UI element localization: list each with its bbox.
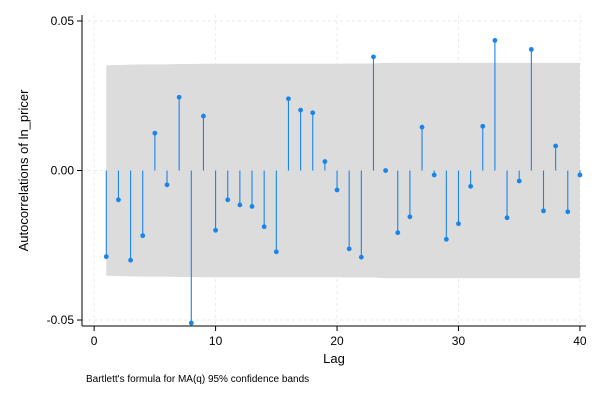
- point-lag-14: [261, 224, 267, 230]
- point-lag-20: [334, 187, 340, 193]
- point-lag-23: [371, 54, 376, 60]
- point-lag-9: [201, 113, 206, 119]
- confidence-band-area: [106, 62, 580, 279]
- x-tick-label-40: 40: [573, 334, 587, 348]
- y-tick-label-0: -0.05: [47, 313, 75, 327]
- axes: 0 10 20 30 40 -0.05 0.00 0.05: [47, 14, 587, 348]
- point-lag-13: [249, 203, 255, 209]
- point-lag-34: [504, 215, 510, 221]
- point-lag-39: [565, 209, 571, 215]
- point-lag-31: [468, 183, 474, 189]
- point-lag-22: [358, 254, 364, 260]
- point-lag-24: [383, 168, 389, 173]
- point-lag-3: [128, 257, 133, 263]
- point-lag-33: [492, 38, 498, 43]
- point-lag-26: [407, 214, 413, 220]
- x-tick-label-10: 10: [209, 334, 223, 348]
- point-lag-37: [541, 208, 546, 214]
- chart-note: Bartlett's formula for MA(q) 95% confide…: [86, 374, 309, 385]
- point-lag-15: [273, 249, 279, 255]
- y-axis-title: Autocorrelations of ln_pricer: [16, 89, 31, 252]
- point-lag-4: [140, 233, 146, 239]
- point-lag-1: [103, 254, 109, 260]
- point-lag-8: [188, 320, 194, 326]
- point-lag-32: [480, 123, 486, 129]
- point-lag-5: [152, 130, 158, 136]
- point-lag-21: [346, 246, 352, 252]
- point-lag-28: [431, 172, 437, 178]
- x-tick-label-30: 30: [452, 334, 466, 348]
- y-tick-label-2: 0.05: [51, 14, 75, 28]
- confidence-band: [106, 62, 580, 279]
- point-lag-29: [443, 236, 449, 242]
- point-lag-2: [116, 197, 121, 203]
- point-lag-40: [577, 172, 583, 178]
- y-tick-label-1: 0.00: [51, 164, 75, 178]
- x-axis-title: Lag: [323, 351, 345, 366]
- point-lag-12: [237, 202, 243, 208]
- point-lag-36: [528, 46, 534, 52]
- point-lag-30: [456, 221, 461, 227]
- point-lag-16: [286, 96, 291, 102]
- x-tick-label-20: 20: [330, 334, 344, 348]
- point-lag-6: [164, 182, 170, 188]
- point-lag-19: [322, 159, 328, 164]
- stem-series: [103, 38, 583, 326]
- point-lag-18: [310, 110, 316, 116]
- x-tick-label-0: 0: [91, 334, 98, 348]
- point-lag-27: [419, 124, 425, 130]
- point-lag-11: [225, 197, 231, 203]
- point-lag-7: [176, 94, 182, 100]
- point-lag-25: [395, 230, 401, 236]
- point-lag-17: [298, 107, 304, 113]
- point-lag-10: [213, 227, 218, 233]
- point-lag-38: [553, 143, 559, 149]
- point-lag-35: [516, 178, 522, 184]
